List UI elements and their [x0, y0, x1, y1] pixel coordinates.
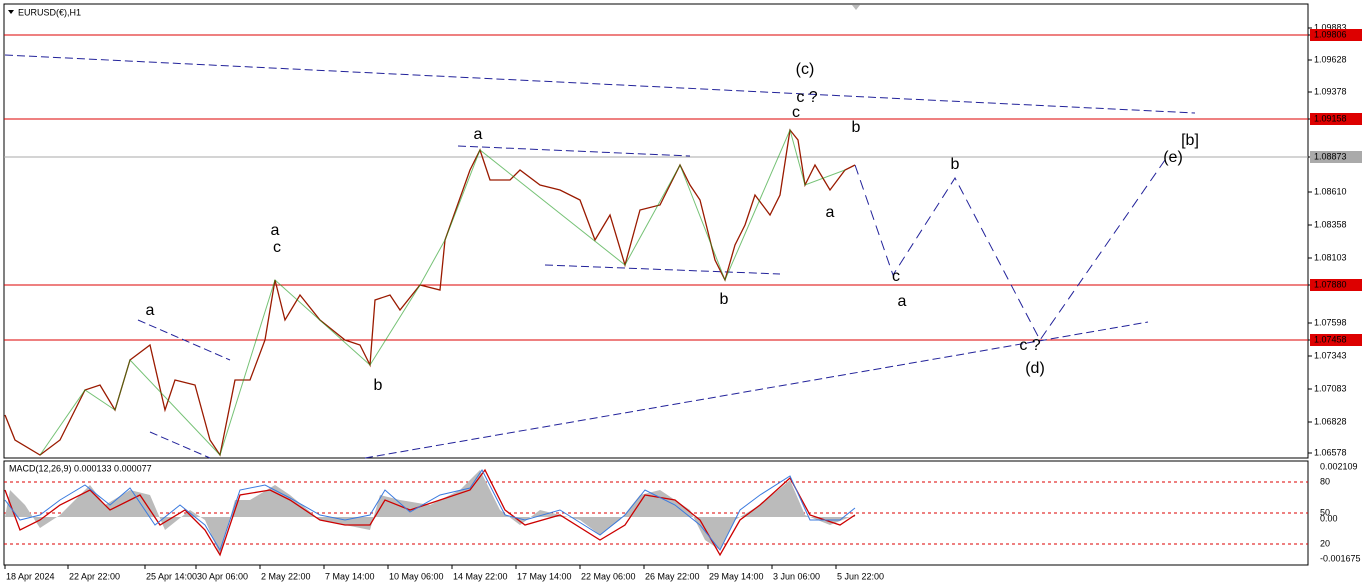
macd-line [4, 469, 856, 552]
trendline [149, 431, 211, 459]
price-box [1310, 334, 1362, 346]
macd-signal [4, 468, 856, 557]
wave-label: c ? [1019, 337, 1040, 354]
macd-label: MACD(12,26,9) 0.000133 0.000077 [9, 463, 152, 473]
price-label: 1.07598 [1314, 317, 1347, 327]
main-frame [3, 3, 1309, 459]
price-label: 1.08358 [1314, 219, 1347, 229]
time-label: 22 May 06:00 [581, 571, 636, 581]
price-box [1310, 279, 1362, 291]
wave-label: (c) [796, 61, 815, 78]
price-box [1310, 113, 1362, 125]
trendline [137, 319, 231, 361]
symbol-label: EURUSD(€),H1 [18, 7, 81, 17]
price-line-up [39, 128, 846, 456]
time-label: 2 May 22:00 [261, 571, 311, 581]
wave-label: c [892, 268, 900, 285]
price-line [4, 128, 856, 457]
trendline [544, 264, 781, 275]
time-label: 5 Jun 22:00 [837, 571, 884, 581]
time-label: 3 Jun 06:00 [773, 571, 820, 581]
wave-label: a [146, 302, 155, 319]
wave-label: (d) [1025, 360, 1045, 377]
macd-axis-label: 20 [1320, 538, 1330, 548]
price-label: 1.09628 [1314, 54, 1347, 64]
price-label: 1.07083 [1314, 383, 1347, 393]
wave-label: b [951, 156, 960, 173]
macd-axis-label: 0.00 [1320, 513, 1338, 523]
shift-marker [852, 5, 860, 10]
wave-label: (e) [1163, 149, 1183, 166]
time-label: 25 Apr 14:00 [146, 571, 197, 581]
time-label: 18 Apr 2024 [6, 571, 55, 581]
price-label: 1.06828 [1314, 416, 1347, 426]
time-label: 26 May 22:00 [645, 571, 700, 581]
time-label: 29 May 14:00 [709, 571, 764, 581]
trendlines [4, 54, 1196, 459]
price-label: 1.09806 [1314, 29, 1347, 39]
projection [854, 159, 1166, 341]
wave-label: a [271, 222, 280, 239]
macd [4, 468, 1308, 557]
time-label: 14 May 22:00 [453, 571, 508, 581]
wave-label: a [474, 126, 483, 143]
macd-histogram [5, 470, 855, 555]
macd-axis-label: 50 [1320, 507, 1330, 517]
price-label: 1.06578 [1314, 447, 1347, 457]
wave-label: [b] [1181, 132, 1199, 149]
wave-label: b [852, 119, 861, 136]
wave-label: a [898, 293, 907, 310]
time-label: 7 May 14:00 [325, 571, 375, 581]
time-label: 17 May 14:00 [517, 571, 572, 581]
macd-axis-label: -0.001675 [1320, 553, 1361, 563]
levels [4, 34, 1308, 341]
price-label: 1.09158 [1314, 113, 1347, 123]
price-label: 1.07880 [1314, 279, 1347, 289]
wave-label: c [273, 239, 281, 256]
trendline [364, 321, 1149, 459]
price-box [1310, 29, 1362, 41]
time-label: 10 May 06:00 [389, 571, 444, 581]
wave-label: b [720, 291, 729, 308]
time-label: 30 Apr 06:00 [197, 571, 248, 581]
price-label: 1.09883 [1314, 22, 1347, 32]
macd-axis-label: 0.002109 [1320, 461, 1358, 471]
price-label: 1.08103 [1314, 252, 1347, 262]
wave-label: c [792, 104, 800, 121]
time-label: 22 Apr 22:00 [69, 571, 120, 581]
menu-arrow[interactable] [8, 10, 14, 14]
price-label: 1.08873 [1314, 151, 1347, 161]
price-label: 1.09378 [1314, 86, 1347, 96]
wave-label: a [826, 204, 835, 221]
trendline [457, 145, 691, 157]
price-box [1310, 151, 1362, 163]
wave-label: c ? [796, 89, 817, 106]
price-label: 1.07343 [1314, 350, 1347, 360]
price-label: 1.08610 [1314, 186, 1347, 196]
trendline [4, 54, 1196, 114]
wave-label: b [374, 377, 383, 394]
macd-axis-label: 80 [1320, 476, 1330, 486]
price-label: 1.07458 [1314, 334, 1347, 344]
